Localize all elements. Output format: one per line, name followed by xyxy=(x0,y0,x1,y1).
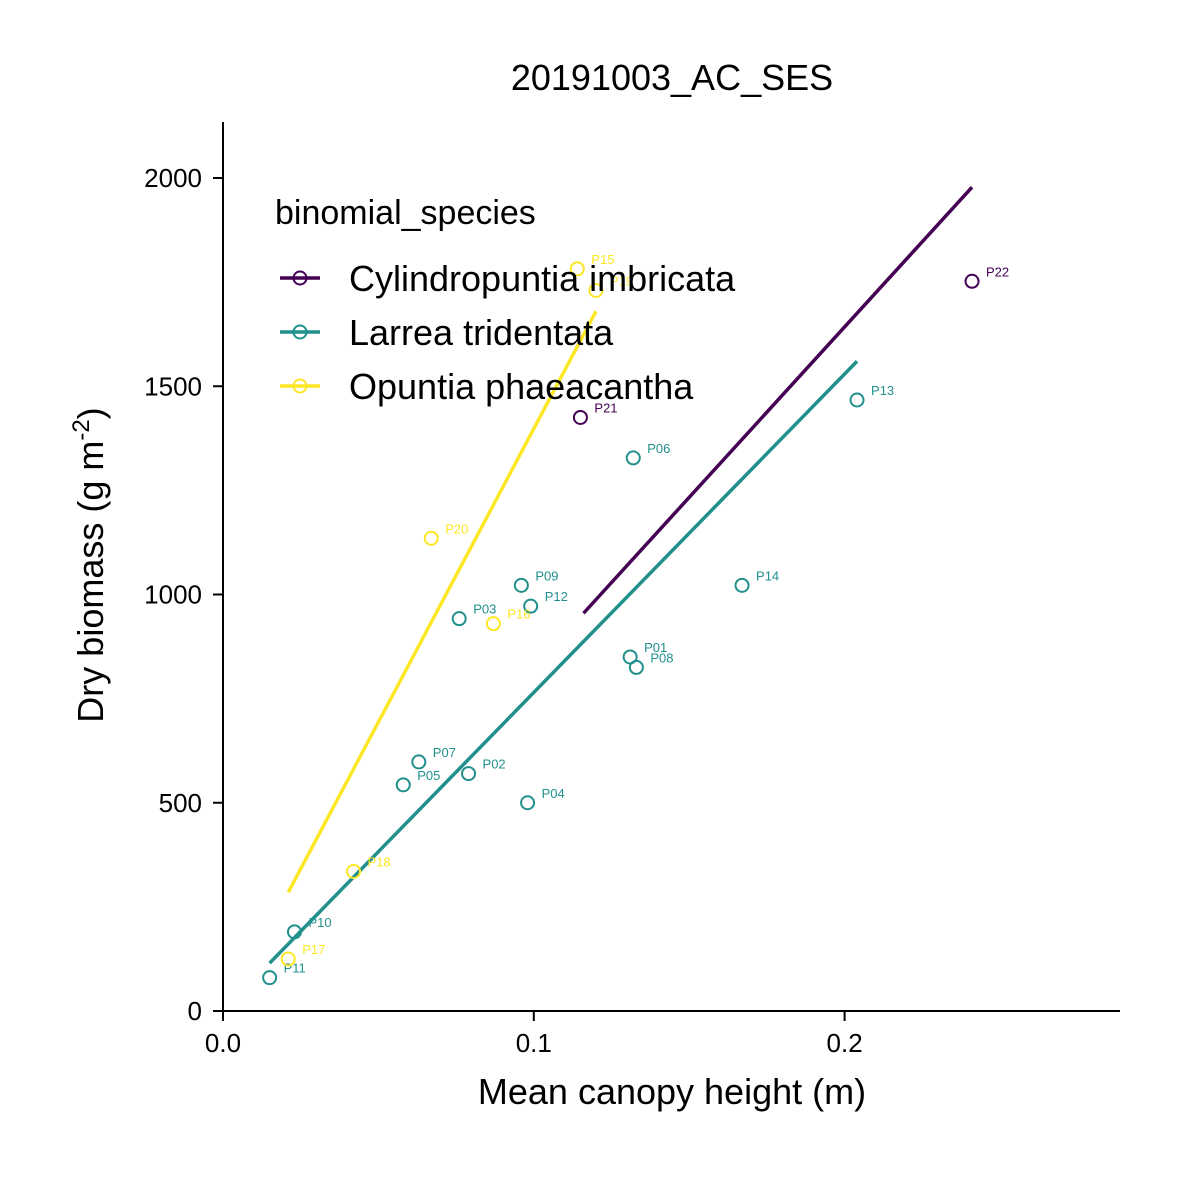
y-tick-label: 1000 xyxy=(144,580,202,610)
y-tick-label: 2000 xyxy=(144,163,202,193)
point-label: P19 xyxy=(610,273,633,288)
data-point xyxy=(569,261,585,277)
point-label: P09 xyxy=(535,568,558,583)
data-point xyxy=(395,777,411,793)
point-label: P01 xyxy=(644,640,667,655)
point-label: P14 xyxy=(756,568,779,583)
fit-line-opuntia-phaeacantha xyxy=(286,310,598,894)
y-axis-title-superscript: -2 xyxy=(68,419,95,440)
data-point xyxy=(411,754,427,770)
fit-line-cylindropuntia-imbricata xyxy=(582,185,974,615)
data-point xyxy=(423,530,439,546)
x-tick-label: 0.2 xyxy=(827,1028,863,1058)
x-axis-title: Mean canopy height (m) xyxy=(478,1071,866,1112)
legend-point-key xyxy=(292,378,308,394)
point-label: P05 xyxy=(417,768,440,783)
legend-label: Opuntia phaeacantha xyxy=(349,366,694,407)
y-axis-ticks: 0 500 1000 1500 2000 xyxy=(144,163,223,1026)
series-larrea-tridentata: P01 P02 P03 P04 P05 P06 P07 P08 P09 P10 P11 P12 P13 P… xyxy=(262,360,894,986)
data-point xyxy=(964,273,980,289)
data-point xyxy=(513,577,529,593)
data-point xyxy=(461,766,477,782)
data-point xyxy=(734,577,750,593)
legend-label: Cylindropuntia imbricata xyxy=(349,258,736,299)
legend-point-key xyxy=(292,324,308,340)
data-point xyxy=(262,970,278,986)
point-label: P12 xyxy=(545,589,568,604)
data-point xyxy=(625,450,641,466)
y-tick-label: 500 xyxy=(159,788,202,818)
data-point xyxy=(520,795,536,811)
legend: binomial_species Cylindropuntia imbricat… xyxy=(275,194,736,407)
data-point xyxy=(523,598,539,614)
point-label: P06 xyxy=(647,441,670,456)
point-label: P13 xyxy=(871,383,894,398)
point-label: P11 xyxy=(284,961,306,976)
point-label: P07 xyxy=(433,745,456,760)
plot-area: P21P22P01P02P03P04P05P06P07P08P09P10P11P… xyxy=(262,185,1009,986)
point-label: P20 xyxy=(445,521,468,536)
point-label: P02 xyxy=(483,757,506,772)
data-point xyxy=(485,616,501,632)
data-point xyxy=(286,924,302,940)
legend-point-key xyxy=(292,270,308,286)
x-tick-label: 0.1 xyxy=(516,1028,552,1058)
legend-label: Larrea tridentata xyxy=(349,312,614,353)
x-tick-label: 0.0 xyxy=(205,1028,241,1058)
legend-item-larrea-tridentata: Larrea tridentata xyxy=(280,312,614,353)
y-axis-title: Dry biomass (g m-2) xyxy=(68,407,111,722)
point-label: P10 xyxy=(308,915,331,930)
point-label: P21 xyxy=(594,400,617,415)
point-label: P18 xyxy=(368,854,391,869)
chart-title: 20191003_AC_SES xyxy=(511,57,833,98)
point-label: P15 xyxy=(591,252,614,267)
data-point xyxy=(572,409,588,425)
legend-title: binomial_species xyxy=(275,194,536,232)
point-label: P04 xyxy=(542,786,565,801)
data-point xyxy=(451,611,467,627)
y-axis-title-main: Dry biomass (g m xyxy=(70,441,111,723)
series-opuntia-phaeacantha: P15 P16 P17 P18 P19 P20 xyxy=(280,252,633,967)
point-label: P08 xyxy=(650,650,673,665)
legend-item-opuntia-phaeacantha: Opuntia phaeacantha xyxy=(280,366,694,407)
data-point xyxy=(280,951,296,967)
data-point xyxy=(588,282,604,298)
legend-item-cylindropuntia-imbricata: Cylindropuntia imbricata xyxy=(280,258,736,299)
y-tick-label: 0 xyxy=(188,996,202,1026)
x-axis-ticks: 0.0 0.1 0.2 xyxy=(205,1011,863,1058)
y-axis-title-close: ) xyxy=(70,407,111,419)
data-point xyxy=(346,863,362,879)
point-label: P03 xyxy=(473,602,496,617)
point-label: P22 xyxy=(986,264,1009,279)
y-tick-label: 1500 xyxy=(144,371,202,401)
point-label: P16 xyxy=(507,607,530,622)
data-point xyxy=(628,659,644,675)
series-cylindropuntia-imbricata: P21 P22 xyxy=(572,185,1009,615)
fit-line-larrea-tridentata xyxy=(268,360,859,965)
point-label: P17 xyxy=(302,942,325,957)
data-point xyxy=(849,392,865,408)
